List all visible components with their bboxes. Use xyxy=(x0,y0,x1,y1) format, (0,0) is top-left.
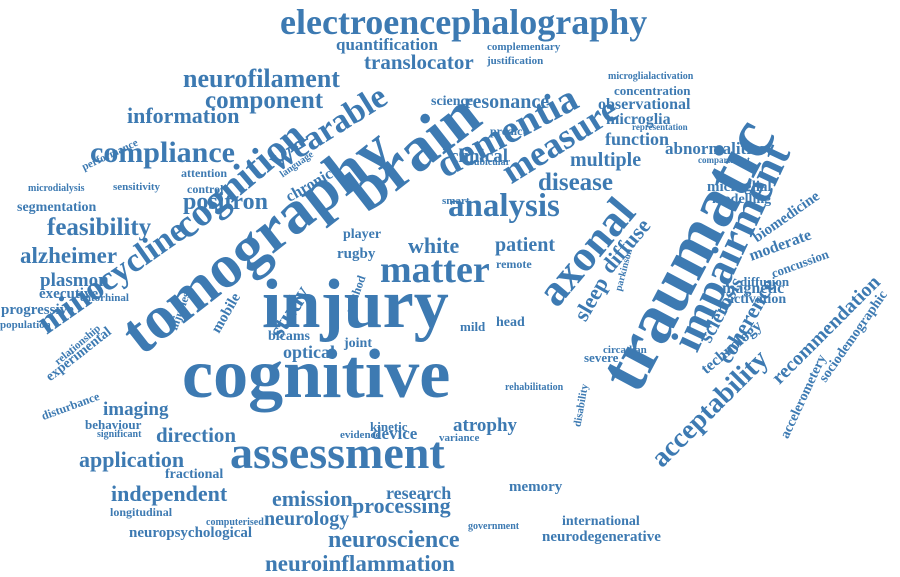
word-processing: processing xyxy=(352,493,451,518)
word-circadian: circadian xyxy=(603,344,647,356)
word-positron: positron xyxy=(183,189,268,215)
word-information: information xyxy=(127,103,240,128)
word-neuroscience: neuroscience xyxy=(328,527,460,553)
word-translocator: translocator xyxy=(364,50,474,74)
word-abnormalities: abnormalities xyxy=(665,139,766,158)
word-optical: optical xyxy=(283,342,335,362)
word-evidence: evidence xyxy=(340,429,381,441)
word-disability: disability xyxy=(571,382,591,428)
word-rehabilitation: rehabilitation xyxy=(505,382,564,393)
word-electroencephalography: electroencephalography xyxy=(280,2,648,42)
word-neurology: neurology xyxy=(264,508,350,530)
word-bicams: bicams xyxy=(268,329,310,344)
word-mild: mild xyxy=(460,319,486,334)
word-imaging: imaging xyxy=(103,399,169,420)
word-modelling: modelling xyxy=(712,192,772,207)
word-population: population xyxy=(0,319,51,331)
word-smart: smart xyxy=(442,195,470,207)
word-science: science xyxy=(431,94,473,109)
word-patient: patient xyxy=(495,234,555,256)
word-resonance: resonance xyxy=(464,91,550,113)
word-neuropsychological: neuropsychological xyxy=(129,525,253,541)
word-compartment: compartment xyxy=(698,155,750,165)
word-predict: predict xyxy=(490,124,527,138)
word-computerised: computerised xyxy=(206,517,264,528)
word-microglialactivation: microglialactivation xyxy=(608,71,694,82)
word-representation: representation xyxy=(632,122,688,132)
word-independent: independent xyxy=(111,481,228,506)
word-fractional: fractional xyxy=(165,467,224,482)
word-device: device xyxy=(372,424,418,443)
word-observational: observational xyxy=(598,96,691,113)
word-memory: memory xyxy=(509,479,563,495)
word-activation: activation xyxy=(727,292,787,307)
word-progressive: progressive xyxy=(1,302,74,318)
word-justification: justification xyxy=(487,55,544,67)
word-clinical: clinical xyxy=(450,146,509,167)
word-microdialysis: microdialysis xyxy=(28,183,85,194)
word-subicular: subicular xyxy=(470,157,511,168)
word-magnetic: magnetic xyxy=(722,280,785,297)
word-atrophy: atrophy xyxy=(453,415,518,436)
word-international: international xyxy=(562,514,640,529)
word-component: component xyxy=(205,87,324,114)
word-government: government xyxy=(468,521,520,532)
word-neurofilament: neurofilament xyxy=(183,64,340,93)
word-analysis: analysis xyxy=(448,188,560,224)
word-control: control xyxy=(187,182,224,196)
word-plasmon: plasmon xyxy=(40,270,109,291)
word-white: white xyxy=(408,233,460,258)
word-head: head xyxy=(496,315,525,330)
word-attention: attention xyxy=(181,166,227,180)
word-direction: direction xyxy=(156,423,237,447)
word-application: application xyxy=(79,447,185,472)
word-assessment: assessment xyxy=(230,427,445,478)
word-player: player xyxy=(343,227,382,242)
word-rugby: rugby xyxy=(337,246,376,262)
word-entorhinal: entorhinal xyxy=(80,292,129,304)
word-variance: variance xyxy=(439,432,480,444)
word-sensitivity: sensitivity xyxy=(113,181,161,193)
word-disease: disease xyxy=(538,169,613,196)
word-microglial: microglial xyxy=(707,179,772,195)
word-remote: remote xyxy=(496,257,532,271)
word-behaviour: behaviour xyxy=(85,417,142,432)
word-matter: matter xyxy=(380,249,490,291)
word-function: function xyxy=(605,129,670,149)
word-compliance: compliance xyxy=(90,136,235,169)
word-concentration: concentration xyxy=(614,83,691,98)
word-quantification: quantification xyxy=(336,35,439,54)
word-injury: injury xyxy=(262,266,449,343)
word-alzheimer: alzheimer xyxy=(20,243,118,268)
word-longitudinal: longitudinal xyxy=(110,505,173,519)
word-neurodegenerative: neurodegenerative xyxy=(542,529,661,545)
word-microglia: microglia xyxy=(606,111,671,128)
word-feasibility: feasibility xyxy=(47,214,152,241)
word-cognitive: cognitive xyxy=(182,336,451,413)
word-severe: severe xyxy=(584,350,619,365)
word-segmentation: segmentation xyxy=(17,200,97,215)
word-neuroinflammation: neuroinflammation xyxy=(265,551,455,576)
word-research: research xyxy=(386,483,452,503)
word-joint: joint xyxy=(344,336,372,351)
word-multiple: multiple xyxy=(570,149,642,171)
word-diffusion: diffusion xyxy=(740,274,790,289)
word-complementary: complementary xyxy=(487,41,561,53)
word-kinetic: kinetic xyxy=(370,419,408,434)
word-emission: emission xyxy=(272,486,353,511)
word-executive: executive xyxy=(39,286,99,302)
word-significant: significant xyxy=(97,429,142,440)
